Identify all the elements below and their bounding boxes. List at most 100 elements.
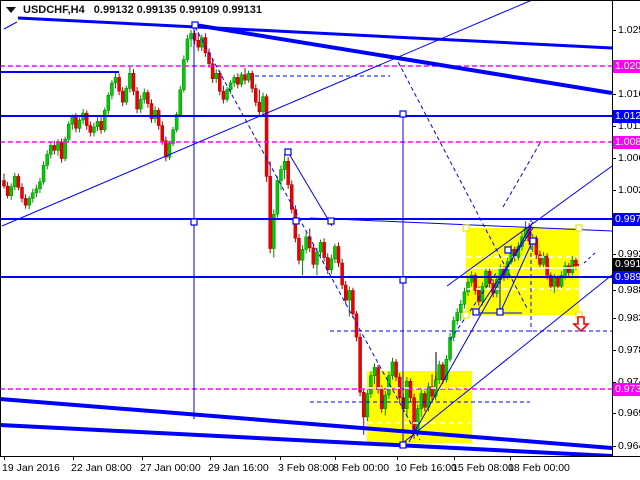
ohlc-values: 0.99132 0.99135 0.99109 0.99131 xyxy=(93,4,263,16)
selection-handle[interactable] xyxy=(496,308,504,316)
time-tick-mark xyxy=(397,457,398,460)
price-tick-label: 0.98340 xyxy=(618,312,640,324)
dashed-rising-b[interactable] xyxy=(502,142,541,208)
candle-body xyxy=(275,180,280,215)
candle-body xyxy=(282,161,287,170)
candle-body xyxy=(110,82,114,96)
candle-body xyxy=(63,139,67,159)
candle-body xyxy=(84,112,89,126)
recovery-channel-upper[interactable] xyxy=(446,165,612,287)
candle-body xyxy=(142,92,147,100)
symbol-period-label: USDCHF,H4 xyxy=(23,4,85,16)
candle-body xyxy=(272,213,276,249)
price-tick-mark xyxy=(612,190,616,191)
thick-trendline-lower[interactable] xyxy=(194,23,612,95)
candle-body xyxy=(178,89,183,115)
candle-body xyxy=(23,198,28,206)
candle-body xyxy=(153,110,157,119)
fragment-topleft[interactable] xyxy=(3,21,18,30)
candle-body xyxy=(52,145,57,151)
candle-body xyxy=(221,90,226,100)
selection-handle[interactable] xyxy=(504,246,512,254)
time-tick-label: 18 Feb 00:00 xyxy=(508,462,570,474)
selection-handle[interactable] xyxy=(327,217,335,225)
candle-body xyxy=(236,77,240,85)
selection-handle[interactable] xyxy=(399,110,407,118)
candle-body xyxy=(106,95,111,111)
chart-dropdown-icon[interactable] xyxy=(6,7,16,13)
selection-handle[interactable] xyxy=(190,218,198,226)
wave-line-1[interactable] xyxy=(475,227,534,314)
candle-body xyxy=(556,277,560,287)
selection-handle[interactable] xyxy=(575,224,583,232)
candle-body xyxy=(566,265,571,273)
descending-thin-right[interactable] xyxy=(309,217,612,232)
selection-handle[interactable] xyxy=(462,311,470,319)
selection-handle[interactable] xyxy=(472,308,480,316)
candle-body xyxy=(164,140,168,158)
selection-handle[interactable] xyxy=(292,217,300,225)
selection-handle[interactable] xyxy=(284,148,292,156)
candle-body xyxy=(182,59,186,91)
thick-trendline-upper[interactable] xyxy=(17,16,612,50)
selection-handle[interactable] xyxy=(462,224,470,232)
price-level-label: 0.97312 xyxy=(613,382,640,396)
candle-body xyxy=(239,74,244,85)
dashed-decline-channel-b[interactable] xyxy=(394,55,529,311)
selection-handle[interactable] xyxy=(399,441,407,449)
thick-channel-bottom-2[interactable] xyxy=(0,423,612,456)
candle-body xyxy=(88,125,93,133)
thick-channel-bottom-1[interactable] xyxy=(0,397,612,450)
candle-body xyxy=(131,73,136,92)
candle-body xyxy=(548,275,553,287)
steep-segment-pullback[interactable] xyxy=(287,151,333,227)
candle-body xyxy=(268,176,272,249)
candle-body xyxy=(264,96,269,177)
candle-body xyxy=(95,121,100,128)
price-level-label: 0.99131 xyxy=(613,257,640,271)
candle-body xyxy=(203,37,208,53)
candle-body xyxy=(135,90,139,110)
candle-body xyxy=(361,391,366,418)
candle-body xyxy=(290,184,294,210)
dashed-decline-channel-a[interactable] xyxy=(194,26,421,441)
candle-body xyxy=(444,358,449,381)
candle-body xyxy=(354,313,359,338)
candle-body xyxy=(423,393,427,408)
candle-body xyxy=(59,141,64,159)
candle-body xyxy=(124,88,129,103)
candle-body xyxy=(365,393,370,418)
candle-body xyxy=(347,290,352,301)
candle-body xyxy=(92,126,96,133)
candle-body xyxy=(466,281,470,293)
time-tick-label: 22 Jan 08:00 xyxy=(71,462,132,474)
candle-body xyxy=(336,246,341,264)
candle-body xyxy=(376,367,380,390)
candle-body xyxy=(300,248,305,261)
candle-body xyxy=(102,110,107,130)
recovery-channel-lower[interactable] xyxy=(403,274,612,443)
candle-body xyxy=(469,275,474,283)
time-axis-separator xyxy=(0,456,640,457)
chart-left-border xyxy=(0,0,1,457)
rising-trendline-long[interactable] xyxy=(1,0,533,227)
candle-body xyxy=(66,123,71,140)
candle-body xyxy=(297,237,301,261)
selection-handle[interactable] xyxy=(399,276,407,284)
candle-body xyxy=(41,165,46,183)
candle-body xyxy=(120,90,125,103)
chart-plot-area[interactable] xyxy=(0,0,612,456)
wave-line-2[interactable] xyxy=(499,239,534,314)
candle-body xyxy=(369,375,373,394)
candle-body xyxy=(426,386,431,408)
selection-handle[interactable] xyxy=(191,21,199,29)
dashed-rising-tiny[interactable] xyxy=(583,250,598,264)
candle-body xyxy=(49,145,53,155)
time-tick-mark xyxy=(142,457,143,460)
time-tick-mark xyxy=(335,457,336,460)
sell-signal-arrow-icon[interactable] xyxy=(572,316,590,333)
price-tick-label: 1.01130 xyxy=(618,120,640,132)
selection-handle[interactable] xyxy=(529,237,537,245)
candle-body xyxy=(31,192,35,199)
candle-body xyxy=(113,77,118,84)
